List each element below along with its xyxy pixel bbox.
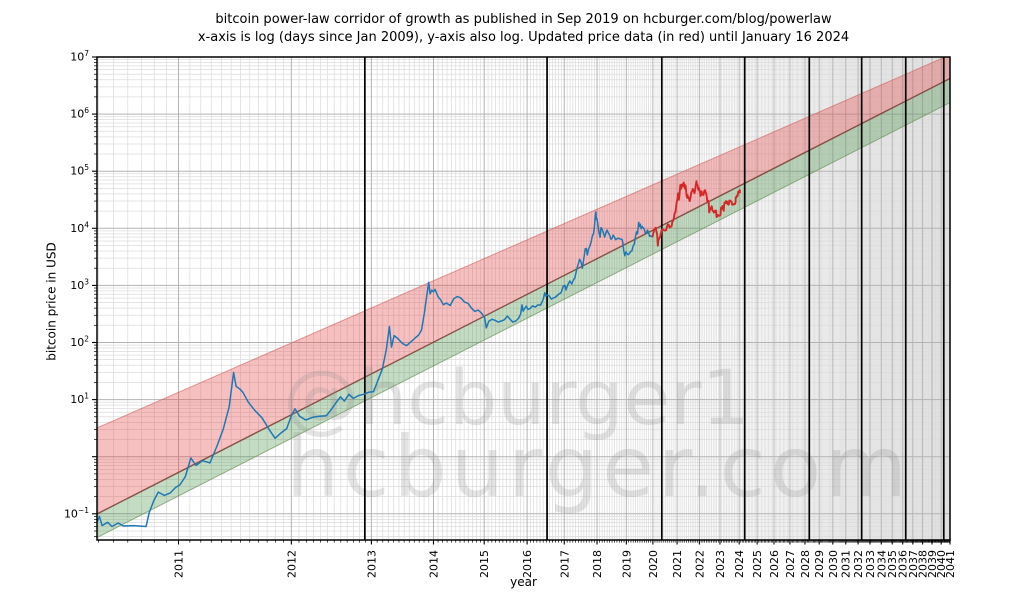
x-tick-label: 2031: [840, 550, 853, 578]
chart-title-line1: bitcoin power-law corridor of growth as …: [215, 12, 832, 27]
x-tick-label: 2014: [427, 550, 440, 578]
x-tick-label: 2032: [852, 550, 865, 578]
x-tick-label: 2013: [365, 550, 378, 578]
x-tick-labels: 2011 2012 2013 2014 2015 2016 2017 2018 2019 2020…: [173, 550, 957, 578]
x-tick-label: 2026: [768, 550, 781, 578]
y-tick-label: 106: [70, 106, 89, 121]
y-tick-label: 107: [70, 49, 89, 64]
x-tick-label: 2023: [714, 550, 727, 578]
halving-lines: [363, 57, 945, 540]
x-tick-label: 2012: [285, 550, 298, 578]
x-tick-label: 2025: [751, 550, 764, 578]
x-tick-label: 2036: [897, 550, 910, 578]
x-tick-label: 2011: [173, 550, 186, 578]
x-tick-label: 2018: [591, 550, 604, 578]
watermark-website: hcburger.com: [286, 418, 911, 516]
x-tick-label: 2033: [864, 550, 877, 578]
x-tick-label: 2024: [733, 550, 746, 578]
x-axis-label: year: [510, 575, 537, 589]
x-tick-label: 2035: [886, 550, 899, 578]
power-law-corridor: [97, 57, 950, 538]
y-tick-label: 104: [70, 220, 89, 235]
x-tick-label: 2017: [558, 550, 571, 578]
x-tick-label: 2038: [917, 550, 930, 578]
minor-gridlines: [97, 57, 950, 540]
x-tick-label: 2021: [671, 550, 684, 578]
y-tick-label: 10−1: [64, 506, 89, 521]
x-tick-label: 2019: [620, 550, 633, 578]
price-line-updated: [651, 180, 741, 247]
x-tick-label: 2022: [693, 550, 706, 578]
y-tick-label: 103: [70, 277, 89, 292]
grid-and-corridor-layer: [97, 57, 951, 540]
x-tick-label: 2034: [875, 550, 888, 578]
x-tick-label: 2030: [827, 550, 840, 578]
major-gridlines: [97, 57, 951, 540]
watermark-twitter-handle: @hcburger1: [283, 353, 750, 442]
upper-corridor-band: [97, 57, 950, 514]
y-axis-label: bitcoin price in USD: [44, 242, 59, 361]
y-tick-labels: 107 106 105 104 103 102 101 10−1: [64, 49, 89, 520]
x-tick-label: 2016: [521, 550, 534, 578]
y-axis-ticks: [92, 56, 97, 537]
y-tick-label: 102: [70, 334, 89, 349]
x-tick-label: 2029: [813, 550, 826, 578]
x-axis-ticks: [177, 540, 951, 545]
y-tick-label: 105: [70, 163, 89, 178]
x-tick-label: 2020: [647, 550, 660, 578]
x-tick-label: 2037: [907, 550, 920, 578]
y-tick-label: 101: [70, 392, 89, 407]
x-tick-label: 2041: [944, 550, 957, 578]
lower-corridor-band: [97, 78, 950, 538]
x-tick-label: 2039: [926, 550, 939, 578]
x-tick-label: 2015: [478, 550, 491, 578]
price-line-published: [97, 211, 654, 528]
x-tick-label: 2040: [935, 550, 948, 578]
chart-title-line2: x-axis is log (days since Jan 2009), y-a…: [197, 30, 850, 45]
x-tick-label: 2028: [799, 550, 812, 578]
x-tick-label: 2027: [784, 550, 797, 578]
